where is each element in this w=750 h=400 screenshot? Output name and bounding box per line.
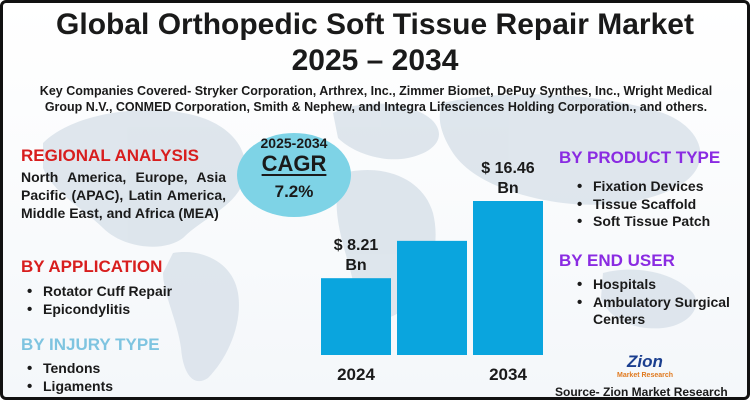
svg-text:Zion: Zion (626, 352, 663, 371)
regional-analysis-text: North America, Europe, Asia Pacific (APA… (21, 169, 226, 221)
data-label: $ 8.21 Bn (334, 237, 379, 274)
title-line-2: 2025 – 2034 (291, 44, 459, 77)
source-text: Source- Zion Market Research (555, 385, 728, 399)
product-type-list: Fixation Devices Tissue Scaffold Soft Ti… (573, 178, 710, 231)
by-application-heading: BY APPLICATION (21, 257, 163, 276)
list-item: Tendons (23, 360, 113, 378)
list-item: Epicondylitis (23, 301, 172, 319)
by-injury-type-heading: BY INJURY TYPE (21, 335, 160, 354)
by-end-user-heading: BY END USER (559, 251, 675, 270)
injury-type-list: Tendons Ligaments (23, 360, 113, 395)
list-item: Fixation Devices (573, 178, 710, 196)
zion-logo: Zion Market Research (617, 352, 673, 379)
list-item: Soft Tissue Patch (573, 213, 710, 231)
data-label: $ 16.46 Bn (481, 160, 534, 197)
end-user-list: Hospitals Ambulatory Surgical Centers (573, 276, 743, 329)
bar-middle (397, 240, 467, 355)
cagr-label: CAGR (261, 151, 327, 176)
list-item: Ambulatory Surgical Centers (573, 294, 743, 329)
bar-2034 (473, 201, 543, 355)
list-item: Tissue Scaffold (573, 196, 710, 214)
list-item: Hospitals (573, 276, 743, 294)
by-product-type-heading: BY PRODUCT TYPE (559, 148, 721, 167)
key-companies-text: Key Companies Covered- Stryker Corporati… (39, 84, 713, 114)
page-title: Global Orthopedic Soft Tissue Repair Mar… (3, 7, 747, 79)
x-tick-label: 2034 (489, 365, 527, 384)
bar-2024 (321, 278, 391, 355)
list-item: Ligaments (23, 378, 113, 396)
cagr-bubble (237, 133, 351, 217)
title-line-1: Global Orthopedic Soft Tissue Repair Mar… (56, 8, 694, 41)
list-item: Rotator Cuff Repair (23, 283, 172, 301)
regional-analysis-heading: REGIONAL ANALYSIS (21, 146, 199, 165)
application-list: Rotator Cuff Repair Epicondylitis (23, 283, 172, 318)
cagr-value: 7.2% (274, 182, 314, 201)
cagr-period: 2025-2034 (260, 135, 328, 151)
x-tick-label: 2024 (337, 365, 375, 384)
market-size-bar-chart: $ 8.21 Bn 2024 $ 16.46 Bn 2034 (321, 160, 543, 384)
svg-text:Market Research: Market Research (617, 372, 673, 379)
